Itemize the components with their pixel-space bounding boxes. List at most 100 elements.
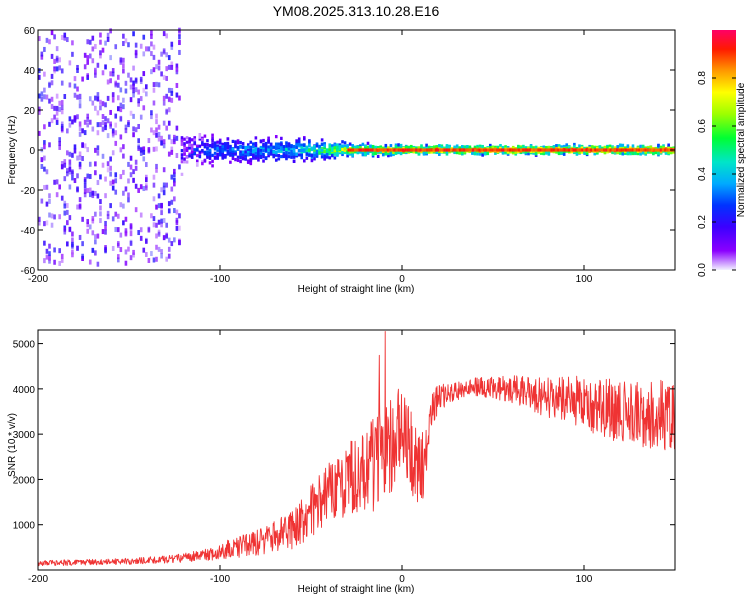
spectrogram-cell: [157, 246, 161, 252]
spectrogram-cell: [132, 31, 135, 37]
spectrogram-cell: [114, 172, 118, 178]
spectrogram-cell: [170, 149, 174, 155]
spectrogram-cell: [206, 155, 209, 159]
spectrogram-cell: [208, 161, 212, 165]
spectrogram-cell: [297, 149, 301, 153]
spectrogram-cell: [218, 138, 222, 142]
spectrogram-cell: [142, 34, 146, 40]
spectrogram-cell: [48, 251, 51, 257]
spectrogram-cell: [122, 33, 125, 39]
spectrogram-cell: [60, 257, 64, 263]
spectrogram-cell: [463, 150, 467, 154]
spectrogram-ridge-cell: [607, 148, 610, 152]
spectrogram-cell: [48, 243, 51, 249]
spectrogram-cell: [157, 124, 161, 130]
spectrogram-cell: [104, 220, 107, 226]
spectrogram-cell: [119, 202, 123, 208]
spectrogram-cell: [659, 150, 663, 154]
spectrogram-cell: [137, 187, 140, 193]
spectrogram-cell: [111, 92, 115, 98]
spectrogram-cell: [343, 147, 347, 151]
spectrogram-cell: [116, 95, 120, 101]
spectrogram-cell: [78, 197, 82, 203]
spectrogram-cell: [178, 34, 181, 40]
spectrogram-cell: [109, 156, 112, 162]
spectrogram-cell: [224, 142, 227, 146]
spectrogram-ridge-cell: [648, 148, 651, 152]
spectrogram-cell: [157, 132, 161, 138]
spectrogram-ridge-cell: [533, 148, 536, 152]
spectrogram-cell: [608, 144, 612, 148]
spectrogram-cell: [43, 124, 46, 130]
spectrogram-cell: [60, 80, 64, 86]
spectrogram-cell: [111, 128, 115, 134]
spectrogram-cell: [150, 127, 153, 133]
spectrogram-cell: [175, 82, 179, 88]
spectrogram-cell: [211, 159, 214, 163]
spectrogram-cell: [122, 190, 125, 196]
spectrogram-cell: [162, 139, 166, 145]
spectrogram-ridge-cell: [478, 148, 481, 152]
spectrogram-cell: [150, 51, 153, 57]
spectrogram-cell: [48, 198, 51, 204]
spectrogram-cell: [246, 160, 250, 164]
spectrogram-cell: [379, 150, 383, 154]
spectrogram-cell: [86, 116, 90, 122]
spectrogram-cell: [455, 144, 459, 148]
spectrogram-cell: [160, 210, 163, 216]
spectrogram-ridge-cell: [600, 148, 603, 152]
spectrogram-cell: [137, 230, 140, 236]
spectrogram-cell: [190, 150, 194, 154]
spectrogram-cell: [150, 69, 153, 75]
spectrogram-ridge-cell: [452, 148, 455, 152]
spectrogram-cell: [473, 150, 477, 154]
spectrogram-cell: [173, 139, 176, 145]
spectrogram-cell: [167, 151, 171, 157]
spectrogram-cell: [178, 30, 181, 36]
spectrogram-cell: [165, 233, 168, 239]
spectrogram-cell: [657, 144, 660, 148]
spectrogram-cell: [384, 152, 388, 156]
spectrogram-cell: [53, 179, 56, 185]
spectrogram-cell: [86, 55, 90, 61]
spectrogram-cell: [246, 148, 250, 152]
spectrogram-cell: [114, 226, 118, 232]
spectrogram-cell: [180, 156, 184, 160]
spectrogram-cell: [244, 148, 247, 152]
spectrogram-cell: [221, 145, 225, 149]
spectrogram-ridge-cell: [616, 148, 619, 152]
spectrogram-cell: [652, 152, 655, 156]
spectrogram-cell: [109, 171, 112, 177]
spectrogram-cell: [213, 144, 217, 148]
spectrogram-cell: [122, 169, 125, 175]
spectrogram-cell: [73, 144, 77, 150]
spectrogram-cell: [173, 134, 176, 140]
spectrogram-cell: [455, 151, 459, 155]
spectrogram-cell: [152, 87, 156, 93]
spectrogram-cell: [346, 150, 349, 154]
spectrogram-cell: [106, 79, 110, 85]
spectrogram-cell: [384, 143, 388, 148]
spectrogram-cell: [132, 132, 135, 138]
spectrogram-cell: [359, 146, 362, 150]
spectrogram-cell: [315, 149, 319, 154]
spectrogram-cell: [104, 116, 107, 122]
spectrogram-cell: [173, 137, 176, 143]
spectrogram-cell: [190, 143, 194, 147]
spectrogram-cell: [254, 151, 258, 155]
spectrogram-cell: [534, 152, 538, 156]
spectrogram-cell: [152, 182, 156, 188]
spectrogram-cell: [55, 46, 59, 52]
spectrogram-cell: [198, 133, 202, 137]
spectrogram-cell: [606, 145, 609, 150]
spectrogram-cell: [55, 119, 59, 125]
spectrogram-cell: [252, 142, 255, 146]
spectrogram-cell: [66, 171, 69, 177]
spectrogram-cell: [66, 150, 69, 156]
spectrogram-cell: [157, 59, 161, 65]
spectrogram-ridge-cell: [380, 148, 383, 152]
spectrogram-ridge-cell: [637, 148, 641, 152]
spectrogram-cell: [129, 155, 133, 161]
spectrogram-ridge-cell: [471, 148, 475, 152]
spectrogram-cell: [417, 146, 421, 150]
